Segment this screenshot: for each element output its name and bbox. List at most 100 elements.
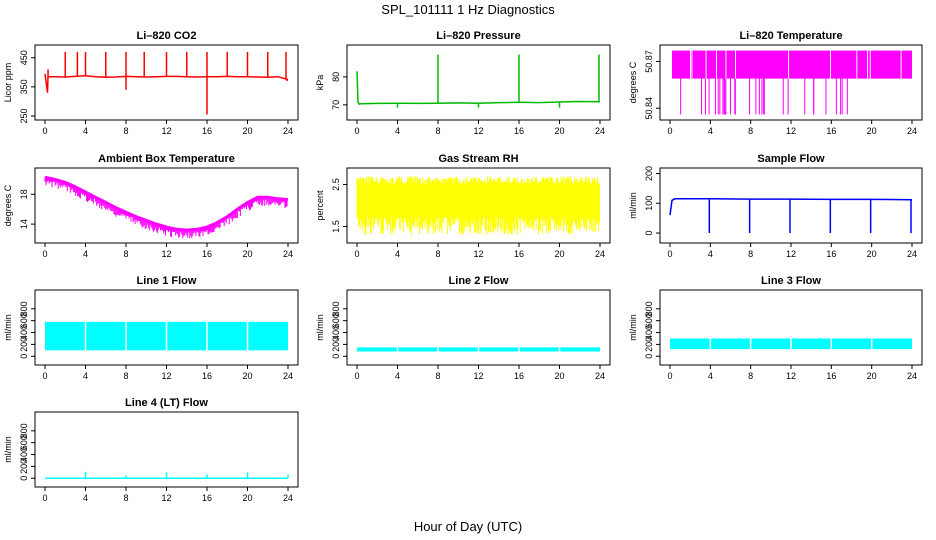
x-tick-label: 8 — [435, 249, 440, 259]
x-tick-label: 0 — [42, 249, 47, 259]
y-axis-label: kPa — [315, 75, 325, 91]
x-tick-label: 12 — [786, 249, 796, 259]
x-tick-label: 12 — [473, 371, 483, 381]
x-tick-label: 16 — [826, 126, 836, 136]
x-tick-label: 0 — [667, 249, 672, 259]
y-axis-label: ml/min — [3, 314, 13, 341]
x-tick-label: 0 — [354, 126, 359, 136]
x-tick-label: 0 — [354, 371, 359, 381]
x-tick-label: 8 — [435, 126, 440, 136]
y-axis-label: degrees C — [628, 61, 638, 103]
y-tick-label: 50.87 — [644, 50, 654, 73]
x-tick-label: 12 — [161, 249, 171, 259]
x-tick-label: 16 — [514, 126, 524, 136]
x-tick-label: 16 — [202, 126, 212, 136]
x-tick-label: 12 — [161, 126, 171, 136]
figure-x-axis-label: Hour of Day (UTC) — [414, 519, 522, 534]
x-tick-label: 24 — [907, 371, 917, 381]
y-tick-label: 250 — [19, 108, 29, 123]
y-tick-label: 0 — [644, 354, 654, 359]
x-tick-label: 20 — [867, 249, 877, 259]
y-axis-label: ml/min — [628, 314, 638, 341]
y-tick-label: 0 — [644, 231, 654, 236]
x-tick-label: 24 — [283, 493, 293, 503]
y-tick-label: 800 — [19, 423, 29, 438]
x-tick-label: 20 — [242, 493, 252, 503]
x-tick-label: 12 — [786, 371, 796, 381]
x-tick-label: 20 — [554, 371, 564, 381]
panel-gas-stream-rh: Gas Stream RH percent 0 4 8 12 16 20 24 1.5 2.5 — [315, 153, 611, 259]
y-tick-label: 800 — [19, 301, 29, 316]
x-tick-label: 0 — [667, 126, 672, 136]
x-tick-label: 24 — [595, 126, 605, 136]
panel-li820-co2: Li–820 CO2 Licor ppm 0 4 8 12 16 20 24 250 350 450 — [3, 30, 299, 136]
x-tick-label: 8 — [748, 371, 753, 381]
x-tick-label: 20 — [867, 371, 877, 381]
panel-ambient-box-temperature: Ambient Box Temperature degrees C 0 4 8 12 16 2… — [3, 153, 299, 259]
y-axis-label: degrees C — [3, 184, 13, 226]
x-tick-label: 8 — [123, 249, 128, 259]
y-tick-label: 2.5 — [331, 178, 341, 191]
x-tick-label: 24 — [283, 126, 293, 136]
x-tick-label: 8 — [435, 371, 440, 381]
y-tick-label: 200 — [19, 337, 29, 352]
panel-line3-flow: Line 3 Flow ml/min 0 4 8 12 16 20 24 0 20040060080… — [628, 275, 923, 381]
data-band — [672, 50, 912, 79]
panel-title: Li–820 Temperature — [739, 30, 842, 42]
panel-line4-flow: Line 4 (LT) Flow ml/min 0 4 8 12 16 20 24 0 200400… — [3, 397, 299, 503]
x-tick-label: 4 — [708, 371, 713, 381]
x-tick-label: 0 — [667, 371, 672, 381]
y-axis-label: ml/min — [315, 314, 325, 341]
x-tick-label: 8 — [123, 493, 128, 503]
figure-title: SPL_101111 1 Hz Diagnostics — [381, 2, 555, 17]
y-tick-label: 800 — [331, 301, 341, 316]
x-tick-label: 12 — [786, 126, 796, 136]
panel-title: Sample Flow — [757, 153, 825, 165]
plot-frame — [659, 289, 923, 366]
y-tick-label: 200 — [331, 337, 341, 352]
x-tick-label: 8 — [748, 249, 753, 259]
plot-frame — [346, 289, 611, 366]
x-tick-label: 24 — [283, 249, 293, 259]
panel-title: Line 2 Flow — [449, 275, 509, 287]
x-tick-label: 20 — [554, 249, 564, 259]
x-tick-label: 24 — [595, 249, 605, 259]
y-tick-label: 400 — [19, 325, 29, 340]
x-tick-label: 16 — [826, 371, 836, 381]
panel-title: Line 4 (LT) Flow — [125, 397, 208, 409]
y-axis-label: Licor ppm — [3, 63, 13, 103]
x-tick-label: 20 — [554, 126, 564, 136]
x-tick-label: 24 — [907, 126, 917, 136]
x-tick-label: 8 — [123, 126, 128, 136]
x-tick-label: 4 — [83, 126, 88, 136]
x-tick-label: 16 — [202, 493, 212, 503]
y-tick-label: 600 — [331, 313, 341, 328]
y-tick-label: 0 — [331, 354, 341, 359]
panel-title: Li–820 CO2 — [137, 30, 197, 42]
x-tick-label: 8 — [748, 126, 753, 136]
x-tick-label: 8 — [123, 371, 128, 381]
y-tick-label: 450 — [19, 50, 29, 65]
x-tick-label: 4 — [395, 371, 400, 381]
panel-title: Gas Stream RH — [438, 153, 518, 165]
x-tick-label: 0 — [354, 249, 359, 259]
y-axis-label: ml/min — [628, 192, 638, 219]
x-tick-label: 0 — [42, 371, 47, 381]
y-tick-label: 400 — [331, 325, 341, 340]
x-tick-label: 20 — [242, 126, 252, 136]
panel-title: Li–820 Pressure — [436, 30, 520, 42]
y-tick-label: 0 — [19, 354, 29, 359]
x-tick-label: 4 — [708, 126, 713, 136]
y-tick-label: 70 — [331, 100, 341, 110]
y-tick-label: 50.84 — [644, 97, 654, 120]
y-tick-label: 14 — [19, 219, 29, 229]
x-tick-label: 24 — [907, 249, 917, 259]
x-tick-label: 16 — [514, 371, 524, 381]
x-tick-label: 4 — [83, 493, 88, 503]
x-tick-label: 4 — [395, 249, 400, 259]
x-tick-label: 16 — [514, 249, 524, 259]
y-tick-label: 1.5 — [331, 220, 341, 233]
x-tick-label: 24 — [595, 371, 605, 381]
